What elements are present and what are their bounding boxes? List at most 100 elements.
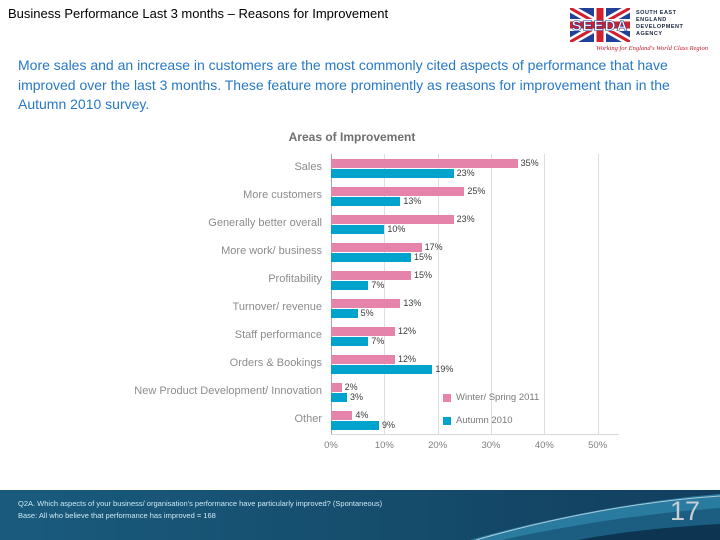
seeda-logo: SEEDA SOUTH EAST ENGLAND DEVELOPMENT AGE… — [570, 8, 708, 52]
category-label: Turnover/ revenue — [232, 301, 322, 314]
bar-line: 23% — [331, 214, 619, 224]
org-line: ENGLAND — [636, 17, 667, 24]
chart-gridlines — [331, 154, 619, 434]
bar-winter-spring-2011 — [331, 186, 465, 196]
footnote-question: Q2A. Which aspects of your business/ org… — [18, 499, 383, 508]
bar-autumn-2010 — [331, 336, 369, 346]
bar-value-label: 7% — [371, 280, 385, 290]
gridline — [491, 154, 492, 434]
page-title: Business Performance Last 3 months – Rea… — [8, 6, 389, 21]
bar-group: 15% 7% — [331, 266, 619, 294]
seeda-logo-top: SEEDA SOUTH EAST ENGLAND DEVELOPMENT AGE… — [570, 8, 708, 42]
bar-autumn-2010 — [331, 364, 433, 374]
bar-group: 2% 3% — [331, 378, 619, 406]
bar-line: 7% — [331, 336, 619, 346]
bar-value-label: 12% — [398, 354, 417, 364]
bar-value-label: 15% — [414, 252, 433, 262]
bar-value-label: 13% — [403, 298, 422, 308]
chart-title: Areas of Improvement — [288, 130, 416, 144]
bar-value-label: 5% — [360, 308, 374, 318]
bar-line: 9% — [331, 420, 619, 430]
bar-chart: Areas of Improvement Sales More customers… — [85, 130, 619, 453]
bar-group: 13% 5% — [331, 294, 619, 322]
x-tick-label: 30% — [481, 440, 501, 451]
bar-group: 17% 15% — [331, 238, 619, 266]
bar-autumn-2010 — [331, 308, 358, 318]
bar-line: 4% — [331, 410, 619, 420]
org-line: SOUTH EAST — [636, 10, 677, 16]
bar-line: 15% — [331, 252, 619, 262]
bar-line: 2% — [331, 382, 619, 392]
org-line: AGENCY — [636, 31, 663, 38]
bar-line: 35% — [331, 158, 619, 168]
x-tick-label: 10% — [374, 440, 394, 451]
bar-value-label: 13% — [403, 196, 422, 206]
bar-value-label: 9% — [382, 420, 396, 430]
bar-value-label: 17% — [424, 242, 443, 252]
category-label: New Product Development/ Innovation — [134, 385, 322, 398]
x-axis: 0% 10% 20% 30% 40% 50% — [324, 435, 619, 453]
bar-value-label: 15% — [414, 270, 433, 280]
x-tick-label: 0% — [324, 440, 338, 451]
bar-winter-spring-2011 — [331, 214, 454, 224]
bar-value-label: 7% — [371, 336, 385, 346]
seeda-org-name: SOUTH EAST ENGLAND DEVELOPMENT AGENCY — [636, 8, 683, 39]
bar-value-label: 10% — [387, 224, 406, 234]
gridline — [544, 154, 546, 434]
bar-autumn-2010 — [331, 280, 369, 290]
seeda-logo-text: SEEDA — [572, 18, 629, 35]
bar-value-label: 23% — [456, 214, 475, 224]
bar-group: 35% 23% — [331, 154, 619, 182]
legend-item: Winter/ Spring 2011 — [443, 392, 539, 403]
bar-winter-spring-2011 — [331, 326, 395, 336]
bar-line: 19% — [331, 364, 619, 374]
org-line: DEVELOPMENT — [636, 24, 684, 31]
seeda-tagline: Working for England's World Class Region — [596, 45, 708, 52]
bar-group: 4% 9% — [331, 406, 619, 434]
chart-area: Sales More customers Generally better over… — [85, 154, 619, 435]
bar-line: 13% — [331, 298, 619, 308]
chart-rows: 35% 23% 25% 13% 23% 10% 17% 15% 15% 7% 13% 5% 12% 7% 1… — [331, 154, 619, 434]
bar-autumn-2010 — [331, 392, 347, 402]
legend-item: Autumn 2010 — [443, 415, 539, 426]
bar-line: 23% — [331, 168, 619, 178]
bar-line: 25% — [331, 186, 619, 196]
bar-line: 12% — [331, 354, 619, 364]
gridline — [597, 154, 599, 434]
bar-winter-spring-2011 — [331, 298, 401, 308]
bar-line: 15% — [331, 270, 619, 280]
category-label: Sales — [294, 161, 322, 174]
category-labels: Sales More customers Generally better over… — [85, 154, 331, 435]
chart-plot: 35% 23% 25% 13% 23% 10% 17% 15% 15% 7% 13% 5% 12% 7% 1… — [331, 154, 619, 435]
footer-swoosh-decoration — [470, 494, 720, 540]
legend-label: Winter/ Spring 2011 — [456, 392, 540, 403]
bar-value-label: 4% — [355, 410, 369, 420]
gridline — [384, 154, 386, 434]
y-axis-line — [331, 154, 332, 434]
legend-swatch — [443, 393, 451, 402]
bar-winter-spring-2011 — [331, 410, 353, 420]
bar-value-label: 19% — [435, 364, 454, 374]
x-tick-label: 50% — [588, 440, 608, 451]
footer-bar: Q2A. Which aspects of your business/ org… — [0, 490, 720, 540]
bar-autumn-2010 — [331, 252, 411, 262]
bar-line: 12% — [331, 326, 619, 336]
gridline — [437, 154, 439, 434]
intro-text: More sales and an increase in customers … — [18, 57, 670, 113]
bar-value-label: 3% — [350, 392, 364, 402]
bar-autumn-2010 — [331, 420, 379, 430]
union-jack-flag-icon: SEEDA — [570, 8, 630, 42]
bar-line: 3% — [331, 392, 619, 402]
bar-value-label: 23% — [456, 168, 475, 178]
page-number: 17 — [669, 496, 700, 526]
bar-value-label: 2% — [344, 382, 358, 392]
bar-line: 13% — [331, 196, 619, 206]
bar-value-label: 25% — [467, 186, 486, 196]
bar-autumn-2010 — [331, 168, 454, 178]
x-tick-label: 40% — [534, 440, 554, 451]
category-label: Staff performance — [234, 329, 322, 342]
bar-group: 12% 19% — [331, 350, 619, 378]
bar-group: 25% 13% — [331, 182, 619, 210]
category-label: Orders & Bookings — [229, 357, 322, 370]
legend-label: Autumn 2010 — [456, 415, 513, 426]
